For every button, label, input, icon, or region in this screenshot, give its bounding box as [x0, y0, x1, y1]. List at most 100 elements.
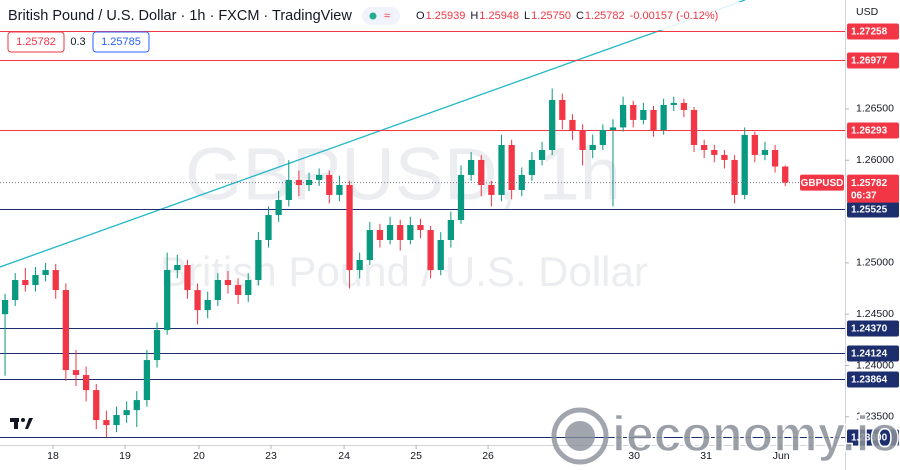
candle-body: [488, 184, 495, 195]
ohlc-key: L: [524, 10, 530, 22]
candle-body: [761, 150, 769, 155]
candle-body: [619, 104, 627, 128]
ohlc-value: 1.25948: [479, 10, 519, 22]
candle-body: [133, 400, 140, 411]
level-label: 1.25525: [851, 205, 888, 216]
candle-body: [579, 130, 586, 151]
candle-body: [316, 174, 323, 180]
candle-body: [549, 99, 556, 151]
candle-body: [721, 154, 728, 160]
candle-body: [478, 159, 485, 185]
level-label: 1.26293: [851, 126, 888, 137]
level-label-box: [847, 345, 899, 362]
sell-price[interactable]: 1.25782: [16, 36, 56, 48]
y-tick-label: 1.24500: [856, 308, 894, 320]
candle-body: [427, 230, 434, 271]
y-tick-label: 1.24000: [856, 359, 894, 371]
candle-body: [22, 280, 29, 286]
candle-body: [771, 150, 779, 167]
candle-body: [407, 225, 414, 240]
y-tick-label: 1.26000: [856, 154, 894, 166]
candle-body: [589, 144, 596, 151]
candle-body: [184, 265, 191, 291]
candle-body: [670, 102, 677, 105]
status-pill[interactable]: [362, 7, 400, 25]
candle-body: [234, 285, 242, 295]
x-tick-label: 18: [47, 450, 59, 462]
candle-body: [93, 390, 100, 421]
level-label: 1.24124: [851, 349, 888, 360]
candle-body: [285, 179, 292, 200]
axes: 1.26500 1.26000 1.25000 1.24500 1.24000 1.235…: [47, 6, 899, 462]
trendline: [0, 0, 746, 268]
spread: 0.3: [70, 36, 85, 48]
ohlc-key: O: [416, 10, 425, 22]
y-tick-label: 1.25000: [856, 257, 894, 269]
level-label-box: [847, 122, 899, 139]
level-label-box: [847, 52, 899, 69]
level-label: 1.26977: [851, 56, 888, 67]
candle-body: [214, 280, 221, 301]
candle-body: [630, 104, 637, 120]
plot-area: [0, 0, 845, 438]
buy-button[interactable]: [92, 31, 150, 53]
candle-body: [559, 99, 566, 120]
candle-body: [741, 134, 748, 195]
candle-body: [113, 415, 120, 426]
candle-body: [660, 104, 667, 131]
x-tick-label: 24: [338, 450, 350, 462]
candle-body: [62, 290, 69, 371]
candle-body: [437, 239, 444, 271]
candle-body: [569, 119, 576, 131]
candle-body: [295, 179, 303, 185]
candle-body: [599, 130, 606, 145]
candle-body: [508, 144, 515, 191]
symbol-label: GBPUSD: [801, 178, 844, 189]
level-label: 1.23300: [851, 433, 888, 444]
candle-body: [224, 280, 232, 286]
level-label: 1.24370: [851, 324, 888, 335]
logo-text: ieconomy.io: [612, 406, 900, 462]
candle-body: [164, 270, 171, 331]
ohlc-value: 1.25782: [585, 10, 625, 22]
ohlc-value: 1.25939: [426, 10, 466, 22]
candle-body: [42, 270, 49, 275]
buy-price[interactable]: 1.25785: [101, 36, 141, 48]
candle-body: [518, 174, 525, 191]
candle-body: [123, 410, 130, 416]
level-label: 1.23864: [851, 375, 888, 386]
candle-body: [609, 127, 617, 131]
tv-logo: [10, 418, 33, 429]
status-dot: [369, 12, 377, 20]
candle-body: [356, 260, 363, 271]
candle-body: [326, 174, 333, 195]
level-label-box: [847, 201, 899, 218]
candle-body: [103, 420, 110, 426]
candle-body: [366, 230, 373, 261]
candle-body: [711, 150, 718, 155]
watermark-description: British Pound / U.S. Dollar: [160, 248, 648, 295]
ohlc-key: H: [470, 10, 478, 22]
candle-body: [467, 159, 475, 175]
ohlc-change: -0.00157 (-0.12%): [630, 10, 719, 22]
candle-body: [1, 300, 9, 315]
x-tick-label: 26: [482, 450, 494, 462]
candle-body: [498, 144, 505, 195]
candle-body: [386, 225, 394, 240]
x-tick-label: Jun: [773, 450, 790, 462]
watermark: GBPUSD, 1h British Pound / U.S. Dollar: [160, 133, 648, 296]
candle-body: [52, 270, 59, 291]
candle-body: [528, 159, 536, 175]
candle-body: [194, 290, 201, 311]
level-label: 1.27258: [851, 27, 888, 38]
level-label-box: [847, 429, 899, 446]
y-tick-label: 1.23500: [856, 411, 894, 423]
symbol-label-box: [800, 174, 844, 191]
countdown-label: 06:37: [851, 190, 877, 201]
candle-body: [255, 239, 262, 281]
sell-button[interactable]: [7, 31, 65, 53]
symbol-title: British Pound / U.S. Dollar · 1h · FXCM …: [8, 8, 352, 24]
candle-body: [457, 174, 465, 220]
ohlc-readout: O 1.25939 H 1.25948 L 1.25750 C 1.25782 -0.00157…: [416, 10, 718, 22]
